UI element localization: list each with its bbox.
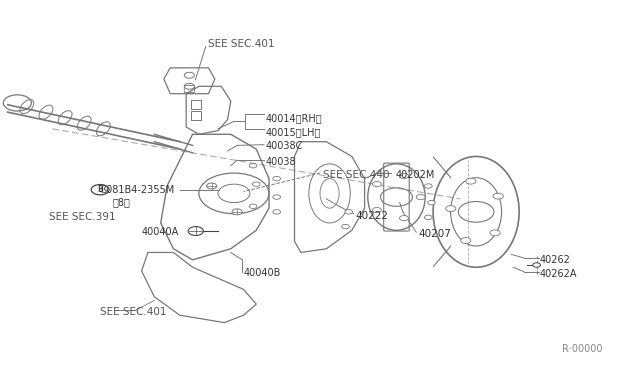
Circle shape bbox=[372, 208, 381, 213]
Circle shape bbox=[533, 263, 540, 267]
Text: 〈8〉: 〈8〉 bbox=[113, 198, 131, 208]
Circle shape bbox=[372, 182, 381, 187]
Text: 40040B: 40040B bbox=[244, 268, 281, 278]
Circle shape bbox=[184, 83, 195, 89]
Text: SEE SEC.440: SEE SEC.440 bbox=[323, 170, 390, 180]
Circle shape bbox=[273, 176, 280, 181]
Circle shape bbox=[232, 209, 243, 215]
Circle shape bbox=[273, 210, 280, 214]
Text: SEE SEC.401: SEE SEC.401 bbox=[100, 307, 166, 317]
Text: 40207: 40207 bbox=[419, 229, 452, 239]
Text: 40040A: 40040A bbox=[141, 227, 179, 237]
Circle shape bbox=[424, 215, 432, 219]
Text: 40262A: 40262A bbox=[540, 269, 577, 279]
Text: 40014〈RH〉: 40014〈RH〉 bbox=[266, 113, 323, 123]
Circle shape bbox=[461, 238, 471, 243]
Text: SEE SEC.401: SEE SEC.401 bbox=[209, 39, 275, 49]
Text: SEE SEC.391: SEE SEC.391 bbox=[49, 212, 116, 222]
Circle shape bbox=[252, 182, 260, 186]
Circle shape bbox=[184, 72, 195, 78]
Text: B: B bbox=[97, 185, 103, 194]
Text: 40262: 40262 bbox=[540, 255, 571, 265]
Text: 40038: 40038 bbox=[266, 157, 296, 167]
Circle shape bbox=[249, 204, 257, 209]
Text: 40038C: 40038C bbox=[266, 141, 303, 151]
Circle shape bbox=[424, 184, 432, 188]
Text: 40222: 40222 bbox=[355, 211, 388, 221]
Circle shape bbox=[493, 193, 503, 199]
Text: R·00000: R·00000 bbox=[562, 344, 603, 354]
Text: 40015〈LH〉: 40015〈LH〉 bbox=[266, 128, 321, 138]
Circle shape bbox=[342, 224, 349, 229]
Circle shape bbox=[466, 178, 476, 184]
Circle shape bbox=[416, 195, 425, 200]
Text: 40202M: 40202M bbox=[395, 170, 435, 180]
Circle shape bbox=[445, 206, 456, 212]
Circle shape bbox=[249, 163, 257, 168]
Circle shape bbox=[490, 230, 500, 236]
Text: ß081B4-2355M: ß081B4-2355M bbox=[100, 185, 175, 195]
Circle shape bbox=[92, 185, 109, 195]
Circle shape bbox=[345, 210, 353, 214]
Circle shape bbox=[399, 173, 408, 179]
Circle shape bbox=[428, 201, 435, 205]
Circle shape bbox=[188, 227, 204, 235]
Circle shape bbox=[273, 195, 280, 199]
Circle shape bbox=[207, 183, 217, 189]
Circle shape bbox=[399, 215, 408, 221]
